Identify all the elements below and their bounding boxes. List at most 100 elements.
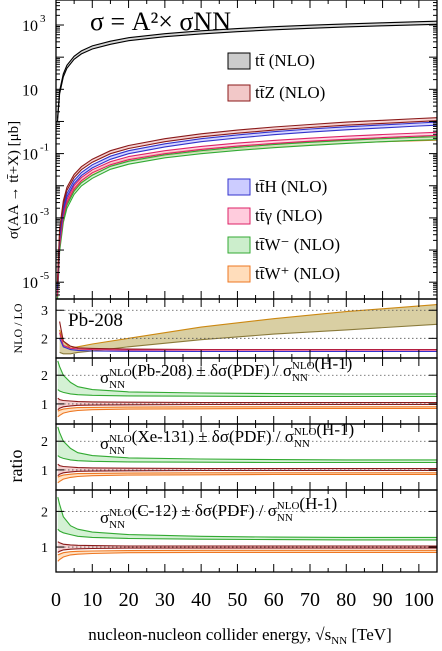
ratio-band-upper [57,397,437,404]
label-part: NN [277,512,293,524]
x-tick-label: 30 [155,589,175,611]
ratio-band-lower [57,403,437,411]
ratio-series-group [56,304,437,355]
series-band [57,21,437,122]
legend-swatch [227,207,251,225]
pb208-ratio-panel: 12 σNNNLO(Pb-208) ± δσ(PDF) / σNNNLO(H-1)… [6,354,438,483]
ratio-band-upper [57,360,437,395]
x-tick-label: 50 [227,589,247,611]
legend-swatch [227,178,251,196]
series-line-upper [56,121,437,286]
y-tick-label: 10 [22,82,38,99]
xe131-ratio-panel: 12 σNNNLO(Xe-131) ± δσ(PDF) / σNNNLO(H-1) [41,420,438,491]
label-part: NLO [277,500,300,512]
label-part: NN [109,519,125,531]
y-axis-label: ratio [6,450,26,483]
y-tick-exponent: -3 [40,206,50,218]
label-part: σ [100,434,109,453]
ratio-band-upper [57,496,437,538]
x-tick-label: 90 [373,589,393,611]
y-tick-label: 3 [41,304,48,319]
label-part: NN [294,438,310,450]
series-line-lower [56,124,437,289]
panel-label: σNNNLO(Xe-131) ± δσ(PDF) / σNNNLO(H-1) [100,420,354,457]
ratio-band-upper [57,541,437,547]
legend-entry: tt̄H (NLO) [255,177,327,196]
label-part: NN [109,445,125,457]
x-axis-label-sub: NN [331,635,347,647]
x-tick-label: 20 [119,589,139,611]
x-axis: 0 10 20 30 40 50 60 70 80 90 100 nucleon-nucleon co… [51,589,434,647]
main-series-group [56,20,437,299]
label-part: NLO [294,426,317,438]
x-tick-label: 10 [82,589,102,611]
series-line-lower [56,134,437,297]
panel-label: σNNNLO(C-12) ± δσ(PDF) / σNNNLO(H-1) [100,494,337,531]
ratio-band-upper [57,472,437,478]
y-tick-label: 2 [41,435,48,450]
series-line-lower [57,139,437,299]
y-axis-label: σ(AA → tt̄+X) [μb] [6,121,22,239]
label-part: NLO [109,367,132,379]
ratio-band-upper [57,549,437,556]
y-tick-label: 2 [41,369,48,384]
label-part: (Xe-131) ± δσ(PDF) / σ [132,427,294,446]
y-tick-label: 1 [41,541,48,556]
ratio-band [57,360,437,397]
ratio-band-lower [57,389,437,398]
x-axis-label-unit: [TeV] [347,625,392,644]
legend-swatch [227,236,251,254]
y-tick-exponent: -5 [40,270,50,282]
chart-title: σ = A²× σNN [90,7,231,36]
panel-frame [55,489,438,573]
x-tick-label: 100 [404,589,434,611]
ratio-series-group [56,426,437,484]
ratio-band-upper [59,304,437,349]
label-part: NLO [109,507,132,519]
legend-swatch [227,52,251,70]
legend-swatch [227,84,251,102]
legend-entry: tt̄ (NLO) [255,51,315,70]
x-tick-label: 40 [191,589,211,611]
label-part: NLO [292,360,315,372]
y-tick-label: 2 [41,332,48,347]
legend-entry: tt̄γ (NLO) [255,206,322,225]
x-tick-label: 0 [51,589,61,611]
label-part: (C-12) ± δσ(PDF) / σ [132,501,277,520]
ratio-series-group [56,360,437,418]
x-tick-label: 60 [264,589,284,611]
legend-entry: tt̄W⁻ (NLO) [255,235,340,254]
ratio-band-upper [57,463,437,470]
ratio-band-lower [57,547,437,553]
y-tick-label: 10 [22,18,38,35]
label-part: NN [292,372,308,384]
ratio-series-group [56,496,437,562]
panel-label: Pb-208 [68,310,123,331]
label-part: NN [109,379,125,391]
y-tick-exponent: -1 [40,142,49,154]
ratio-band-upper [57,426,437,461]
x-tick-label: 70 [300,589,320,611]
ratio-band-lower [57,551,437,562]
y-tick-exponent: 3 [40,13,46,25]
ratio-band-upper [57,406,437,412]
label-part: (Pb-208) ± δσ(PDF) / σ [132,361,292,380]
label-part: (H-1) [299,494,337,513]
series-line-upper [56,131,437,294]
y-tick-label: 10 [22,147,38,164]
series-line-lower [56,120,437,284]
label-part: NLO [109,433,132,445]
legend-entry: tt̄W⁺ (NLO) [255,264,340,283]
label-part: σ [100,508,109,527]
y-tick-label: 2 [41,505,48,520]
x-tick-label: 80 [336,589,356,611]
series-line-lower [56,23,437,122]
ratio-band [57,541,437,553]
nlo-lo-ratio-panel: 2 3 Pb-208 NLO / LO [11,298,438,359]
x-axis-label: nucleon-nucleon collider energy, √sNN [T… [88,625,391,647]
y-tick-label: 10 [22,211,38,228]
ratio-band-lower [57,473,437,484]
series-line-upper [56,117,437,281]
y-tick-label: 1 [41,398,48,413]
